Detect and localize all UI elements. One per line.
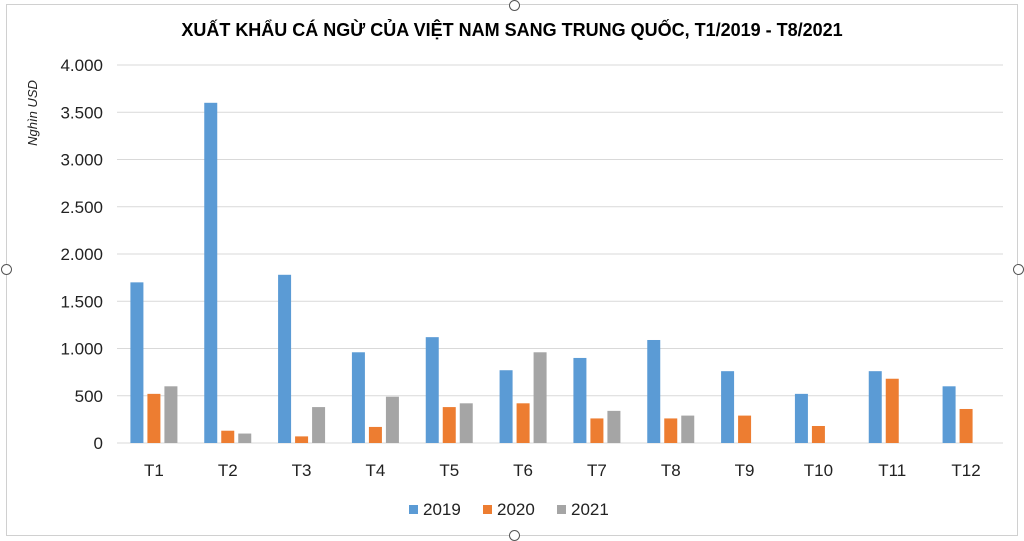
bar-2019-T3 [278,274,292,443]
bar-2020-T12 [959,408,973,443]
y-tick-label: 2.000 [60,245,103,264]
y-tick-label: 500 [75,387,103,406]
bar-2020-T7 [590,418,604,443]
bar-2020-T10 [811,425,825,443]
x-tick-label: T1 [144,461,164,480]
bar-2019-T10 [794,393,808,443]
y-tick-label: 4.000 [60,56,103,75]
bar-2020-T2 [221,430,235,443]
bar-2020-T1 [147,393,161,443]
y-tick-label: 3.000 [60,151,103,170]
bar-2021-T8 [681,415,695,443]
bar-chart: XUẤT KHẨU CÁ NGỪ CỦA VIỆT NAM SANG TRUNG… [25,19,1003,519]
bar-2021-T4 [385,396,399,443]
y-tick-label: 0 [94,434,103,453]
chart-title: XUẤT KHẨU CÁ NGỪ CỦA VIỆT NAM SANG TRUNG… [181,19,842,40]
y-axis-ticks: 0 500 1.000 1.500 2.000 2.500 3.000 3.500 4.000 [60,56,103,453]
bar-2019-T1 [130,282,144,443]
legend-label-2019: 2019 [423,500,461,519]
x-axis-ticks: T1 T2 T3 T4 T5 T6 T7 T8 T9 T10 T11 T12 [144,461,981,480]
bar-2020-T6 [516,403,530,443]
bar-2021-T1 [164,386,178,443]
chart-frame: XUẤT KHẨU CÁ NGỪ CỦA VIỆT NAM SANG TRUNG… [6,4,1018,536]
bar-2019-T7 [573,357,587,443]
y-axis-label: Nghìn USD [25,80,40,146]
bar-2020-T11 [885,378,899,443]
bar-2019-T8 [647,339,661,443]
bar-2020-T9 [738,415,752,443]
legend-swatch-2019 [409,505,418,514]
bar-2019-T2 [204,102,218,444]
bar-2021-T2 [238,433,252,443]
y-tick-label: 2.500 [60,198,103,217]
x-tick-label: T4 [365,461,385,480]
legend-label-2020: 2020 [497,500,535,519]
x-tick-label: T9 [735,461,755,480]
bar-2021-T3 [312,407,326,443]
resize-handle-right[interactable] [1013,264,1024,275]
y-tick-label: 3.500 [60,103,103,122]
bar-2019-T4 [351,352,365,443]
legend-swatch-2021 [557,505,566,514]
x-tick-label: T10 [804,461,833,480]
bar-2019-T5 [425,337,439,443]
resize-handle-top[interactable] [509,0,520,11]
bar-2019-T6 [499,370,513,443]
legend-label-2021: 2021 [571,500,609,519]
bar-2020-T3 [295,436,309,443]
bar-2021-T6 [533,352,547,443]
bar-2020-T5 [442,407,456,443]
y-tick-label: 1.500 [60,292,103,311]
x-tick-label: T8 [661,461,681,480]
gridlines [117,64,1003,444]
bar-2020-T4 [368,426,382,443]
x-tick-label: T3 [292,461,312,480]
bar-2019-T9 [721,371,735,443]
x-tick-label: T7 [587,461,607,480]
x-tick-label: T6 [513,461,533,480]
bar-2020-T8 [664,418,678,443]
legend: 2019 2020 2021 [409,500,609,519]
legend-swatch-2020 [483,505,492,514]
x-tick-label: T5 [439,461,459,480]
bars [130,102,973,444]
resize-handle-left[interactable] [1,264,12,275]
bar-2021-T5 [459,403,473,443]
bar-2019-T12 [942,386,956,443]
y-tick-label: 1.000 [60,340,103,359]
bar-2019-T11 [868,371,882,443]
x-tick-label: T11 [878,461,906,480]
resize-handle-bottom[interactable] [509,530,520,541]
bar-2021-T7 [607,410,621,443]
x-tick-label: T12 [951,461,980,480]
x-tick-label: T2 [218,461,238,480]
